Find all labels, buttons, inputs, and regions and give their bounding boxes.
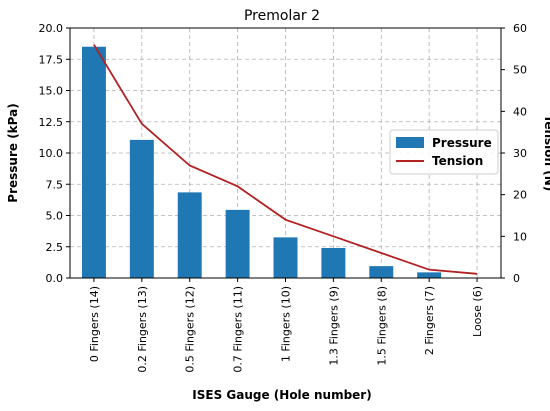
pressure-bar [81, 46, 106, 278]
legend-tension-label: Tension [432, 154, 483, 168]
y-tick-label: 20.0 [39, 22, 64, 35]
y-tick-label: 15.0 [39, 85, 64, 98]
x-tick-label: 0.7 Fingers (11) [232, 286, 245, 373]
x-ticks: 0 Fingers (14) 0.2 Fingers (13) 0.5 Finger… [88, 278, 484, 373]
y2-tick-label: 40 [513, 105, 527, 118]
y2-tick-label: 10 [513, 230, 527, 243]
y-axis-label: Pressure (kPa) [6, 103, 20, 202]
x-tick-label: 1 Fingers (10) [280, 286, 293, 362]
pressure-bars [81, 46, 442, 278]
y-tick-label: 10.0 [39, 147, 64, 160]
tension-series-line [93, 44, 478, 275]
x-axis-label: ISES Gauge (Hole number) [192, 388, 371, 402]
y2-tick-label: 30 [513, 147, 527, 160]
pressure-bar [225, 209, 250, 278]
x-tick-label: 0.2 Fingers (13) [136, 286, 149, 373]
chart-title: Premolar 2 [244, 8, 320, 24]
x-tick-label: 1.5 Fingers (8) [375, 286, 388, 366]
legend-pressure-label: Pressure [432, 136, 492, 150]
y-tick-label: 7.5 [46, 178, 64, 191]
y-tick-label: 17.5 [39, 53, 64, 66]
y2-tick-label: 60 [513, 22, 527, 35]
pressure-bar [273, 237, 298, 278]
pressure-bar [321, 248, 346, 278]
y2-tick-label: 20 [513, 189, 527, 202]
legend: Pressure Tension [389, 129, 499, 175]
pressure-bar [369, 266, 394, 278]
pressure-bar [177, 192, 202, 278]
y-tick-label: 12.5 [39, 116, 64, 129]
x-tick-label: 0 Fingers (14) [88, 286, 101, 362]
x-tick-label: Loose (6) [471, 286, 484, 337]
y2-tick-label: 50 [513, 64, 527, 77]
pressure-bar [129, 139, 154, 278]
x-tick-label: 0.5 Fingers (12) [184, 286, 197, 373]
y-tick-label: 5.0 [46, 210, 64, 223]
y2-axis-label: Tension (N) [542, 115, 550, 192]
y-tick-label: 0.0 [46, 272, 64, 285]
right-y-ticks: 0 10 20 30 40 50 60 [501, 22, 527, 285]
legend-pressure-swatch [396, 137, 424, 148]
x-tick-label: 1.3 Fingers (9) [327, 286, 340, 366]
pressure-bar [417, 272, 442, 278]
y-tick-label: 2.5 [46, 241, 64, 254]
x-tick-label: 2 Fingers (7) [423, 286, 436, 355]
y2-tick-label: 0 [513, 272, 520, 285]
left-y-ticks: 0.0 2.5 5.0 7.5 10.0 12.5 15.0 17.5 20.0 [39, 22, 70, 285]
tension-line [93, 44, 478, 275]
